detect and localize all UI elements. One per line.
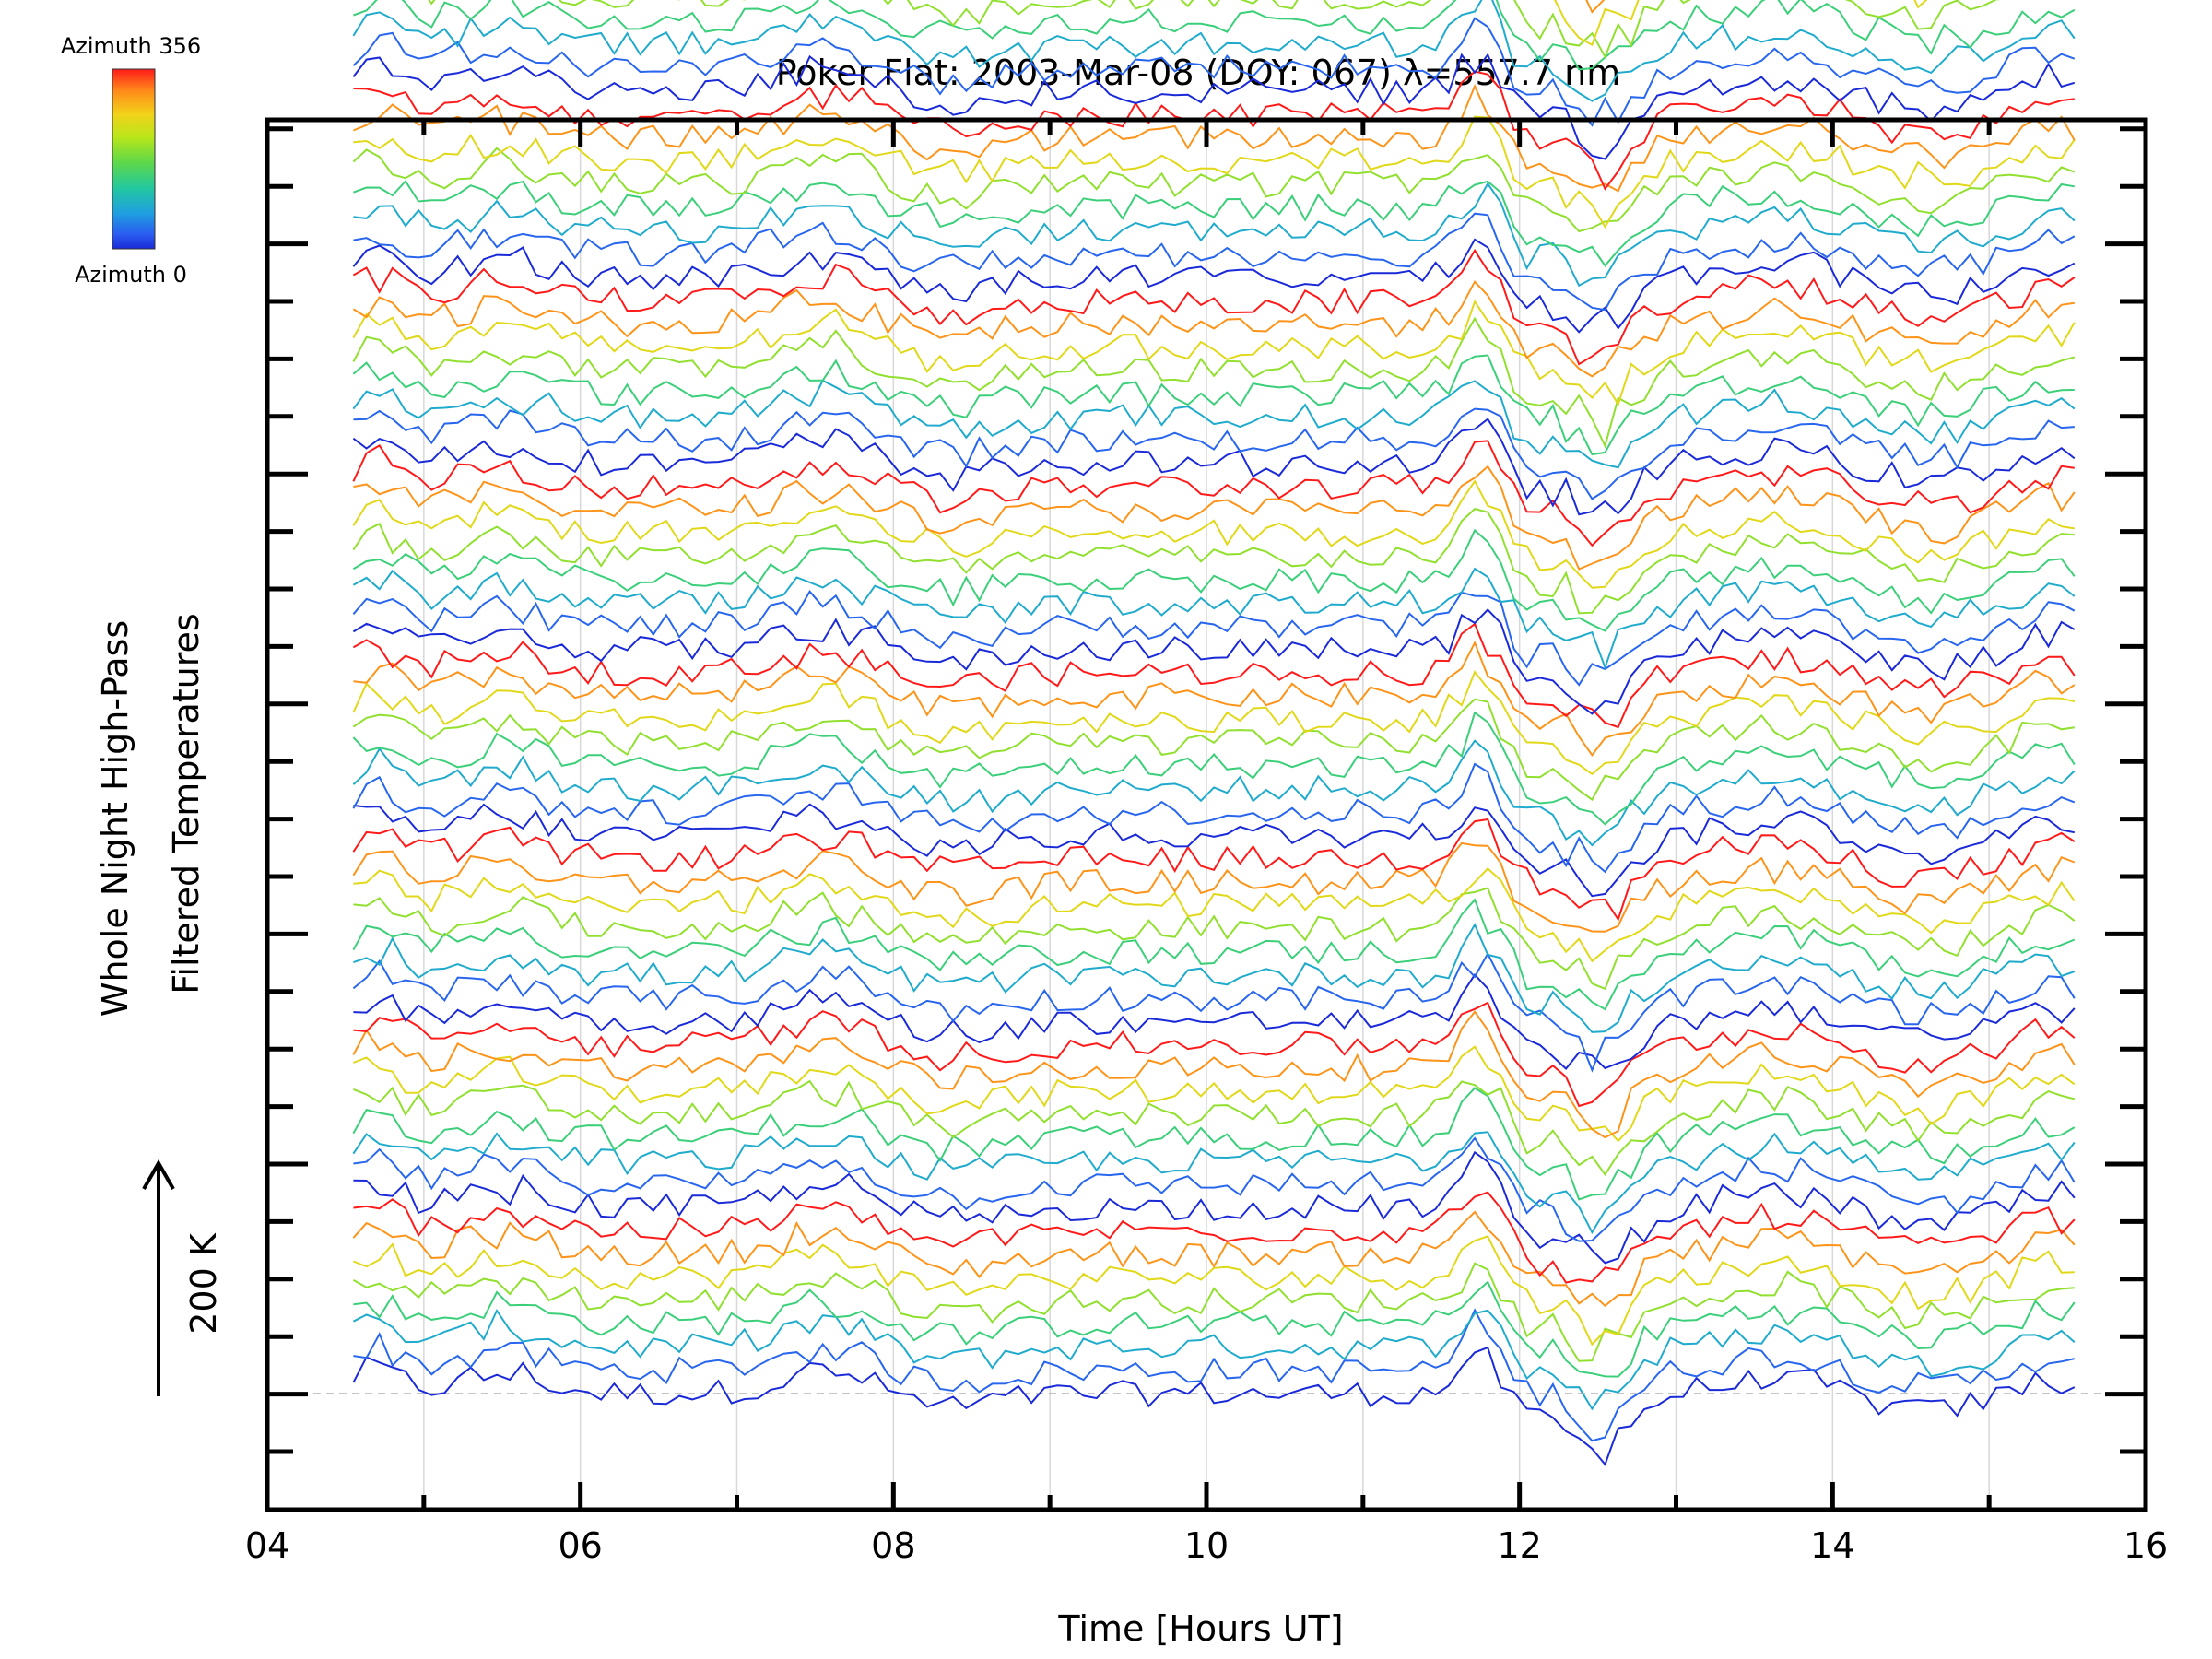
temperature-trace <box>352 53 2076 160</box>
temperature-trace <box>352 507 2075 615</box>
colorbar-gradient <box>112 68 156 250</box>
temperature-trace <box>352 951 2076 1073</box>
x-axis-label: Time [Hours UT] <box>1057 1608 1343 1649</box>
temperature-trace <box>353 1045 2076 1143</box>
temperature-trace <box>352 841 2076 933</box>
temperature-trace <box>353 1308 2076 1442</box>
temperature-trace <box>352 1262 2075 1362</box>
temperature-trace <box>353 640 2076 757</box>
axes: 04 06 08 10 12 14 16 <box>245 117 2168 1566</box>
temperature-trace <box>352 698 2075 802</box>
temperature-trace <box>352 1131 2076 1235</box>
temperature-trace <box>352 567 2076 671</box>
temperature-trace <box>353 972 2076 1070</box>
scale-bar-arrowhead <box>142 1159 175 1190</box>
temperature-trace <box>352 418 2076 516</box>
colorbar-bottom-label: Azimuth 0 <box>75 262 187 288</box>
temperature-trace <box>352 354 2075 456</box>
temperature-trace <box>352 0 2076 102</box>
temperature-trace <box>352 670 2076 776</box>
x-tick-label: 16 <box>2124 1525 2168 1566</box>
temperature-trace <box>353 803 2075 898</box>
temperature-trace <box>353 83 2076 193</box>
temperature-trace <box>352 479 2075 589</box>
temperature-trace <box>353 179 2075 267</box>
temperature-trace <box>353 867 2076 963</box>
scale-bar: 200 K <box>142 1159 224 1396</box>
x-tick-label: 14 <box>1810 1525 1854 1566</box>
temperature-trace <box>352 316 2076 449</box>
temperature-trace <box>353 115 2076 229</box>
scale-bar-label: 200 K <box>183 1232 224 1335</box>
x-tick-label: 04 <box>245 1525 289 1566</box>
temperature-trace <box>352 898 2076 1011</box>
temperature-trace <box>428 0 2002 59</box>
y-axis-label-line1: Whole Night High-Pass <box>95 620 135 1017</box>
temperature-trace <box>352 1346 2076 1466</box>
temperature-trace <box>352 711 2076 826</box>
temperature-trace <box>352 248 2076 366</box>
colorbar: Azimuth 356 Azimuth 0 <box>61 33 201 288</box>
temperature-trace <box>352 589 2076 687</box>
temperature-trace <box>352 299 2076 407</box>
temperature-trace <box>352 379 2076 469</box>
x-tick-label: 10 <box>1184 1525 1229 1566</box>
temperature-trace <box>352 238 2076 334</box>
temperature-trace <box>352 147 2076 233</box>
temperature-trace <box>352 739 2076 847</box>
temperature-trace <box>352 622 2076 729</box>
temperature-trace <box>352 818 2076 922</box>
x-tick-label: 08 <box>871 1525 915 1566</box>
temperature-trace <box>352 608 2076 715</box>
temperature-trace <box>352 440 2075 547</box>
x-tick-label: 12 <box>1497 1525 1541 1566</box>
temperature-trace <box>352 1010 2076 1139</box>
temperature-trace <box>352 17 2076 127</box>
y-axis-label-line2: Filtered Temperatures <box>166 613 206 994</box>
colorbar-top-label: Azimuth 356 <box>61 33 201 59</box>
temperature-trace <box>353 923 2076 1033</box>
temperature-trace <box>353 212 2076 312</box>
temperature-trace <box>353 1001 2076 1108</box>
temperature-trace <box>353 887 2076 991</box>
temperature-trace <box>353 0 2076 71</box>
temperature-trace <box>352 528 2076 632</box>
temperature-trace <box>353 182 2076 288</box>
x-tick-label: 06 <box>558 1525 602 1566</box>
temperature-trace <box>353 1191 2076 1284</box>
temperature-trace <box>353 1136 2076 1242</box>
temperature-trace <box>353 1079 2076 1177</box>
temperature-trace <box>352 280 2075 378</box>
temperature-trace <box>353 70 2075 191</box>
temperature-trace <box>352 1210 2076 1308</box>
temperature-trace <box>352 1308 2076 1411</box>
temperature-trace <box>353 1280 2076 1378</box>
temperature-trace <box>352 1087 2076 1201</box>
temperature-trace <box>353 465 2076 571</box>
temperature-trace <box>353 1150 2076 1265</box>
temperature-trace <box>353 407 2075 500</box>
temperature-traces <box>352 0 2076 1466</box>
